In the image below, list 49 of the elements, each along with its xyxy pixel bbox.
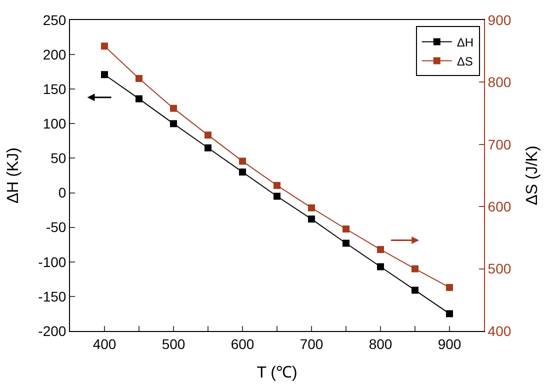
point	[239, 168, 246, 176]
point	[446, 284, 453, 291]
point	[412, 265, 418, 272]
y-tick-label: -100	[38, 254, 66, 270]
point	[170, 104, 177, 112]
point	[274, 182, 280, 189]
y-axis-title: ΔH (KJ)	[5, 147, 22, 204]
legend-label: ΔH	[456, 35, 474, 50]
y-tick-label: 150	[42, 81, 66, 98]
y-tick-label: 0	[58, 184, 66, 201]
point	[446, 310, 453, 318]
y2-tick-label: 600	[488, 198, 512, 214]
point	[136, 95, 142, 102]
point	[170, 120, 177, 128]
y-tick-label: 100	[42, 116, 66, 132]
point	[377, 246, 384, 254]
y2-tick-label: 700	[488, 136, 512, 152]
point	[136, 74, 142, 82]
point	[239, 158, 246, 165]
y-tick-label: 50	[50, 150, 66, 166]
y-tick-label: -50	[46, 219, 66, 236]
y-tick-label: -150	[38, 288, 66, 304]
x-axis-title: T (℃)	[256, 364, 298, 382]
y2-tick-label: 500	[488, 260, 512, 277]
x-tick-label: 700	[300, 336, 324, 352]
x-tick-label: 500	[162, 336, 186, 352]
x-tick-label: 800	[368, 336, 392, 352]
x-tick-label: 400	[92, 336, 116, 352]
x-tick-label: 900	[438, 336, 462, 352]
point	[342, 240, 350, 247]
point	[204, 144, 212, 152]
point	[342, 225, 350, 232]
y-tick-label: 250	[42, 12, 66, 28]
point	[308, 204, 315, 212]
legend-label: ΔS	[456, 54, 473, 68]
y2-tick-label: 900	[488, 12, 512, 28]
point	[204, 132, 212, 139]
y2-axis-title: ΔS (J/K)	[524, 146, 542, 206]
point	[377, 263, 384, 270]
point	[274, 192, 280, 200]
point	[101, 71, 108, 78]
point	[308, 216, 315, 223]
y2-tick-label: 400	[488, 322, 512, 339]
y-tick-label: -200	[38, 322, 66, 339]
point	[101, 42, 108, 50]
point	[412, 286, 418, 294]
y2-tick-label: 800	[488, 74, 512, 90]
x-tick-label: 600	[230, 336, 254, 352]
y-tick-label: 200	[42, 46, 66, 62]
